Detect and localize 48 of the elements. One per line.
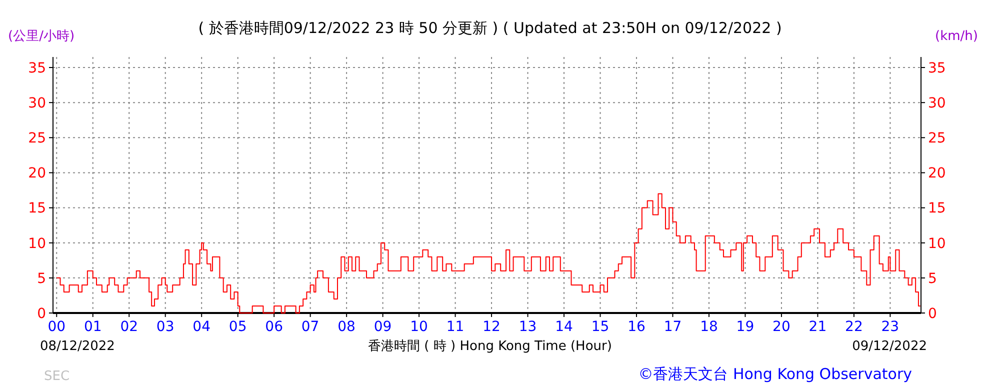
y2-tick-label: 0 — [928, 306, 937, 322]
y-tick-label: 15 — [28, 200, 46, 217]
x-axis-title: 香港時間 ( 時 ) Hong Kong Time (Hour) — [368, 339, 612, 354]
x-tick-label: 12 — [482, 319, 500, 335]
x-tick-label: 15 — [591, 319, 610, 335]
y2-tick-label: 25 — [928, 130, 946, 147]
x-tick-label: 22 — [845, 319, 863, 335]
x-tick-label: 09 — [374, 319, 392, 335]
y2-tick-label: 35 — [928, 60, 946, 76]
x-tick-label: 21 — [808, 319, 827, 335]
text: 09/12/2022 — [852, 339, 927, 354]
text: ©香港天文台 Hong Kong Observatory — [638, 365, 912, 383]
y-tick-label: 20 — [28, 166, 46, 182]
x-tick-label: 14 — [555, 319, 574, 335]
x-tick-label: 06 — [265, 319, 284, 335]
y-axis-title: (公里/小時) — [8, 29, 75, 44]
x-tick-label: 10 — [410, 319, 428, 335]
x-tick-label: 04 — [192, 319, 211, 335]
x-tick-label: 13 — [518, 319, 537, 335]
y2-tick-label: 15 — [928, 200, 946, 217]
x-tick-label: 17 — [664, 319, 682, 335]
x-tick-label: 20 — [772, 319, 790, 335]
y2-tick-label: 10 — [928, 236, 946, 252]
x-tick-label: 02 — [120, 319, 138, 335]
x-tick-label: 07 — [301, 319, 320, 335]
y2-tick-label: 5 — [928, 270, 937, 287]
y-tick-label: 30 — [28, 95, 46, 112]
x-tick-label: 00 — [48, 319, 66, 335]
x-tick-label: 08 — [338, 319, 356, 335]
text: SEC — [44, 369, 70, 384]
x-tick-label: 19 — [736, 319, 754, 335]
y-tick-label: 35 — [28, 60, 46, 76]
chart-title: ( 於香港時間09/12/2022 23 時 50 分更新 ) ( Updated at 23:50H on 09/12/2022 ) — [198, 19, 782, 37]
y2-tick-label: 30 — [928, 95, 946, 112]
x-tick-label: 01 — [84, 319, 102, 335]
y-tick-label: 5 — [37, 270, 46, 287]
x-tick-label: 03 — [156, 319, 174, 335]
x-tick-label: 05 — [228, 319, 247, 335]
x-tick-label: 16 — [628, 319, 646, 335]
y2-axis-title: (km/h) — [935, 29, 978, 44]
text: 08/12/2022 — [40, 339, 115, 354]
y-tick-label: 25 — [28, 130, 46, 147]
y2-tick-label: 20 — [928, 166, 946, 182]
y-tick-label: 0 — [37, 306, 46, 322]
x-tick-label: 11 — [446, 319, 464, 335]
y-tick-label: 10 — [28, 236, 46, 252]
x-tick-label: 23 — [881, 319, 900, 335]
x-tick-label: 18 — [700, 319, 718, 335]
